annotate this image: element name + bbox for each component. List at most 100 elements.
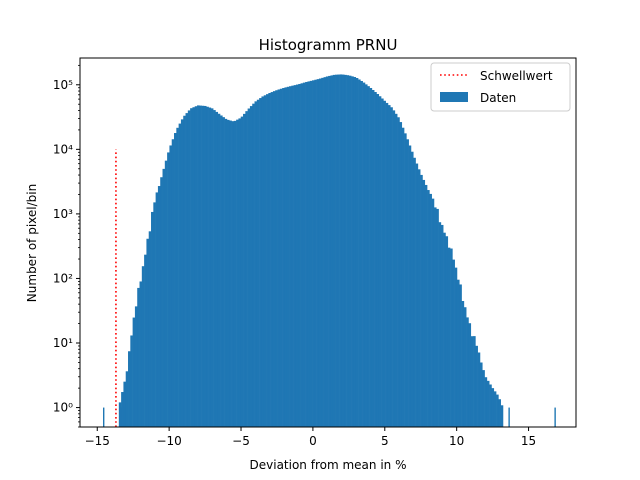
histogram-bar (392, 110, 396, 427)
histogram-bar (436, 208, 439, 427)
histogram-bar (125, 371, 129, 427)
histogram-bar (203, 105, 207, 428)
histogram-bar (433, 207, 437, 427)
histogram-bars (103, 74, 556, 428)
histogram-bar (238, 118, 242, 428)
histogram-bar (222, 117, 225, 428)
y-axis-label: Number of pixel/bin (25, 184, 39, 302)
histogram-bar (261, 96, 265, 427)
histogram-bar (358, 79, 361, 428)
histogram-bar (215, 111, 219, 427)
histogram-bar (192, 107, 196, 427)
histogram-bar (180, 119, 184, 428)
histogram-bar (438, 222, 442, 427)
y-tick-label: 10² (53, 271, 73, 285)
histogram-bar (300, 83, 304, 428)
histogram-bar (321, 77, 324, 427)
histogram-bar (293, 85, 297, 428)
histogram-bar (169, 145, 173, 427)
histogram-bar (484, 377, 488, 427)
histogram-bar (330, 75, 334, 427)
histogram-bar (178, 123, 182, 427)
histogram-bar (493, 391, 497, 427)
histogram-bar-outlier (508, 407, 510, 427)
histogram-bar (447, 247, 451, 427)
histogram-bar (279, 88, 283, 428)
histogram-bar (141, 266, 145, 427)
histogram-bar (312, 80, 315, 427)
histogram-bar (454, 267, 458, 427)
histogram-bar (134, 306, 138, 427)
histogram-bar (233, 120, 237, 427)
histogram-bar (295, 84, 299, 427)
histogram-bar (328, 75, 331, 428)
histogram-bar (459, 284, 462, 427)
x-tick-label: 15 (521, 434, 536, 448)
x-tick-label: −15 (85, 434, 110, 448)
histogram-bar (486, 380, 490, 427)
plot-frame (79, 57, 577, 428)
histogram-bar (408, 145, 412, 427)
histogram-bar (153, 202, 156, 427)
histogram-bar (224, 118, 228, 428)
histogram-bar-outlier (123, 407, 125, 427)
histogram-bar (415, 163, 419, 428)
histogram-bar (254, 101, 258, 427)
histogram-bar (190, 108, 193, 427)
histogram-bar (397, 117, 400, 427)
histogram-bar (305, 81, 308, 427)
histogram-bar (371, 89, 375, 428)
histogram-bar (176, 127, 179, 428)
histogram-bar (160, 177, 163, 427)
histogram-bar (155, 192, 159, 427)
histogram-bar (452, 259, 455, 427)
histogram-bar (468, 323, 472, 427)
histogram-bar (323, 77, 327, 428)
histogram-bar (282, 88, 285, 428)
histogram-bar (208, 107, 212, 428)
histogram-bar (473, 336, 476, 427)
histogram-bar (410, 151, 414, 427)
histogram-bar (231, 121, 235, 428)
histogram-bar (390, 107, 393, 428)
histogram-bar (291, 85, 294, 427)
histogram-bar (351, 76, 354, 427)
histogram-bar (263, 95, 267, 427)
histogram-bar (463, 307, 467, 427)
histogram-bar (417, 169, 421, 427)
histogram-bar (259, 98, 262, 427)
x-tick-label: 10 (449, 434, 464, 448)
histogram-bar (187, 110, 191, 427)
histogram-bar (243, 113, 246, 427)
histogram-bar (272, 91, 276, 428)
histogram-bar (277, 89, 281, 427)
histogram-bar (401, 127, 405, 428)
histogram-bar (427, 190, 430, 427)
histogram-bar (128, 351, 131, 427)
histogram-bar (309, 80, 313, 428)
histogram-bar (130, 335, 133, 427)
histogram-bar (378, 96, 382, 427)
histogram-bar (353, 77, 357, 428)
histogram-bar (422, 179, 426, 427)
histogram-bar (440, 224, 444, 427)
histogram-bar (151, 211, 154, 427)
histogram-bar-outlier (103, 407, 105, 427)
histogram-bar (420, 174, 423, 427)
histogram-bar (146, 238, 150, 427)
histogram-bar (461, 301, 465, 427)
y-tick-label: 10⁵ (53, 78, 73, 92)
histogram-bar (210, 108, 214, 427)
histogram-bar (220, 115, 223, 428)
histogram-bar (194, 106, 198, 427)
histogram-bar (171, 139, 175, 428)
histogram-bar (229, 120, 232, 427)
histogram-bar (183, 115, 186, 428)
histogram-bar (394, 113, 398, 427)
histogram-bar (491, 388, 495, 427)
histogram-bar (240, 116, 244, 427)
legend-swatch-data (440, 92, 468, 102)
histogram-bar (399, 122, 403, 427)
histogram-bar (344, 74, 347, 427)
histogram-bar (148, 231, 152, 427)
